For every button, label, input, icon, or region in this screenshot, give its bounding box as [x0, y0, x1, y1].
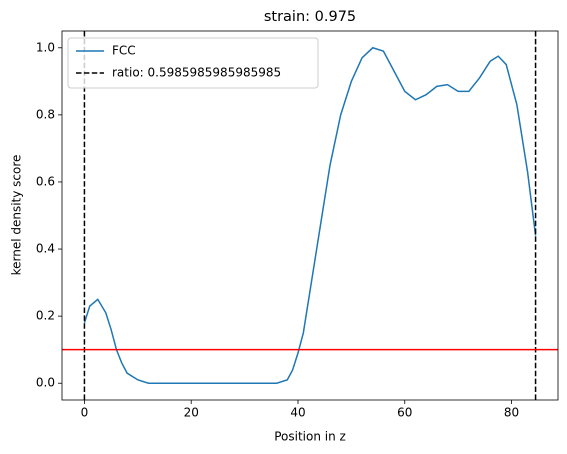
y-tick-label: 0.6 [36, 174, 55, 188]
x-tick-label: 80 [504, 406, 519, 420]
legend-label: FCC [112, 44, 136, 58]
x-tick-label: 0 [81, 406, 89, 420]
chart-title: strain: 0.975 [264, 9, 356, 25]
x-axis-label: Position in z [274, 430, 346, 444]
y-tick-label: 0.8 [36, 107, 55, 121]
y-tick-label: 0.4 [36, 242, 55, 256]
axes-frame [61, 30, 559, 401]
x-tick-label: 20 [184, 406, 199, 420]
legend-label: ratio: 0.5985985985985985 [112, 66, 281, 80]
x-tick-label: 40 [290, 406, 305, 420]
y-tick-label: 0.0 [36, 376, 55, 390]
line-series [83, 46, 537, 384]
plot-area [62, 31, 558, 400]
legend-box [67, 37, 319, 89]
y-axis-label: kernel density score [10, 155, 24, 276]
x-tick-label: 60 [397, 406, 412, 420]
y-tick-label: 1.0 [36, 40, 55, 54]
y-tick-label: 0.2 [36, 309, 55, 323]
